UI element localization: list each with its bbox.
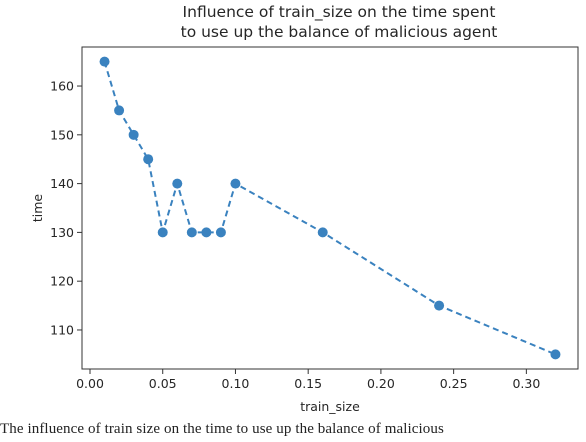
data-point xyxy=(143,154,154,165)
y-tick-label: 160 xyxy=(50,79,74,94)
data-point xyxy=(230,178,241,189)
series-points xyxy=(99,56,561,360)
y-axis: 110 120 130 140 150 160 xyxy=(50,79,82,337)
y-axis-label: time xyxy=(30,194,45,223)
series-line xyxy=(103,61,556,356)
y-tick-label: 120 xyxy=(50,274,74,289)
x-axis-label: train_size xyxy=(300,399,360,414)
data-point xyxy=(99,56,110,67)
data-point xyxy=(157,227,168,238)
data-point xyxy=(114,105,125,116)
x-tick-label: 0.05 xyxy=(149,376,177,391)
y-tick-label: 110 xyxy=(50,322,74,337)
x-tick-label: 0.15 xyxy=(294,376,322,391)
data-point xyxy=(186,227,197,238)
data-point xyxy=(128,129,139,140)
x-tick-label: 0.10 xyxy=(222,376,250,391)
y-tick-label: 150 xyxy=(50,127,74,142)
data-point xyxy=(201,227,212,238)
chart-title-line-2: to use up the balance of malicious agent xyxy=(181,23,498,41)
x-tick-label: 0.25 xyxy=(440,376,468,391)
y-tick-label: 140 xyxy=(50,176,74,191)
x-tick-label: 0.20 xyxy=(367,376,395,391)
x-axis: 0.00 0.05 0.10 0.15 0.20 0.25 0.30 xyxy=(76,369,540,391)
data-point xyxy=(215,227,226,238)
y-tick-label: 130 xyxy=(50,225,74,240)
x-tick-label: 0.30 xyxy=(512,376,540,391)
x-tick-label: 0.00 xyxy=(76,376,104,391)
line-chart: Influence of train_size on the time spen… xyxy=(30,3,579,414)
data-point xyxy=(172,178,183,189)
data-point xyxy=(317,227,328,238)
figure-caption: The influence of train size on the time … xyxy=(0,421,444,437)
chart-title-line-1: Influence of train_size on the time spen… xyxy=(183,3,496,22)
data-point xyxy=(550,349,561,360)
plot-area-frame xyxy=(81,46,579,370)
data-point xyxy=(434,300,445,311)
